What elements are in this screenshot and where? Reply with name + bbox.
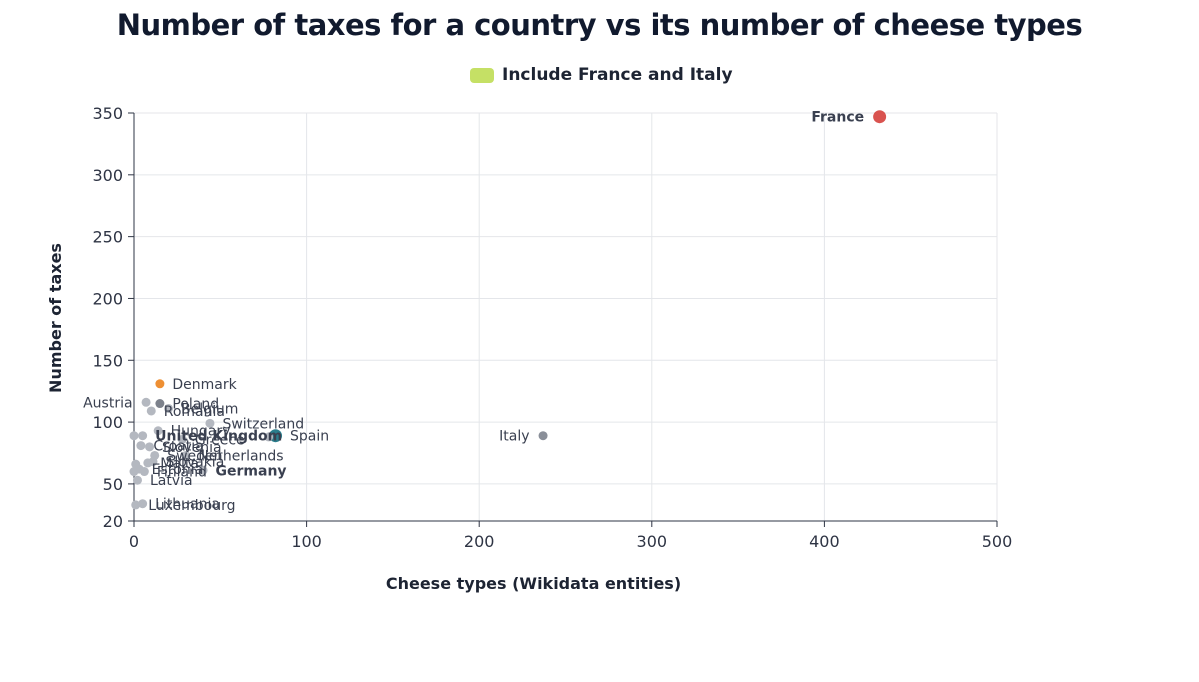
point-hungary[interactable] — [153, 426, 163, 436]
point-greece[interactable] — [177, 434, 187, 444]
point-finland[interactable] — [139, 467, 149, 477]
point-switzerland[interactable] — [205, 418, 215, 428]
point-label-croatia: Croatia — [153, 439, 203, 455]
point-label-germany: Germany — [216, 463, 287, 479]
y-tick-label: 200 — [92, 289, 123, 308]
point-label-sweden: Sweden — [167, 448, 222, 464]
legend-swatch — [470, 67, 494, 83]
point-netherlands[interactable] — [181, 450, 191, 460]
point-label-romania: Romania — [164, 404, 225, 420]
point-label-spain: Spain — [290, 429, 329, 445]
point-denmark[interactable] — [155, 379, 165, 389]
x-axis-title: Cheese types (Wikidata entities) — [386, 574, 681, 593]
point-label-netherlands: Netherlands — [198, 448, 283, 464]
y-axis-title: Number of taxes — [46, 243, 65, 393]
legend-item-include-france-italy[interactable]: Include France and Italy — [470, 64, 733, 86]
y-tick-label: 100 — [92, 413, 123, 432]
chart-title: Number of taxes for a country vs its num… — [116, 8, 1083, 42]
point-label-lithuania: Lithuania — [155, 497, 220, 513]
point-label-italy: Italy — [499, 429, 529, 445]
x-tick-label: 300 — [637, 532, 668, 551]
point-romania[interactable] — [146, 406, 156, 416]
point-united-kingdom[interactable] — [138, 431, 148, 441]
x-tick-label: 0 — [129, 532, 139, 551]
y-tick-label: 250 — [92, 228, 123, 247]
point-label-austria: Austria — [83, 395, 132, 411]
legend-label: Include France and Italy — [502, 65, 733, 85]
x-tick-label: 400 — [809, 532, 840, 551]
point-luxembourg[interactable] — [131, 500, 141, 510]
point-label-greece: Greece — [195, 432, 245, 448]
point-label-switzerland: Switzerland — [222, 416, 304, 432]
point-label-slovakia: Slovakia — [165, 455, 224, 471]
point-label-belgium: Belgium — [181, 401, 238, 417]
point-label-slovenia: Slovenia — [162, 440, 222, 456]
point-lithuania[interactable] — [138, 499, 148, 509]
point-labels: France Italy Spain Denmark Austria PolandRoma… — [83, 110, 864, 514]
point-label-estonia: Estonia — [152, 462, 204, 478]
x-tick-label: 500 — [982, 532, 1013, 551]
x-tick-label: 100 — [291, 532, 322, 551]
point-croatia[interactable] — [136, 441, 146, 451]
grid-lines — [134, 112, 998, 521]
y-tick-label: 300 — [92, 166, 123, 185]
point-france[interactable] — [873, 110, 887, 124]
point-unlabeled[interactable] — [129, 431, 139, 441]
point-label-poland: Poland — [172, 397, 219, 413]
point-latvia[interactable] — [132, 475, 142, 485]
point-label-united-kingdom: United Kingdom — [155, 429, 282, 445]
point-label-latvia: Latvia — [150, 473, 193, 489]
point-slovenia[interactable] — [145, 442, 155, 452]
axes: 0 100 200 300 400 500 20 50 100 150 200 250 300 350 — [92, 104, 1012, 551]
point-germany[interactable] — [198, 465, 208, 475]
y-tick-label: 50 — [103, 475, 123, 494]
data-points — [129, 110, 887, 510]
point-belgium[interactable] — [164, 403, 174, 413]
point-unlabeled[interactable] — [264, 432, 274, 442]
point-label-hungary: Hungary — [171, 424, 231, 440]
point-label-france: France — [811, 110, 864, 126]
y-tick-label: 150 — [92, 351, 123, 370]
point-label-denmark: Denmark — [172, 377, 237, 393]
x-tick-label: 200 — [464, 532, 495, 551]
point-slovakia[interactable] — [148, 457, 158, 467]
point-austria[interactable] — [141, 397, 151, 407]
point-poland[interactable] — [155, 399, 165, 409]
point-unlabeled[interactable] — [129, 467, 139, 477]
y-tick-label: 20 — [103, 512, 123, 531]
point-italy[interactable] — [538, 431, 548, 441]
point-label-finland: Finland — [157, 465, 207, 481]
y-tick-label: 350 — [92, 104, 123, 123]
point-label-malta: Malta — [160, 456, 199, 472]
point-label-luxembourg: Luxembourg — [148, 498, 235, 514]
